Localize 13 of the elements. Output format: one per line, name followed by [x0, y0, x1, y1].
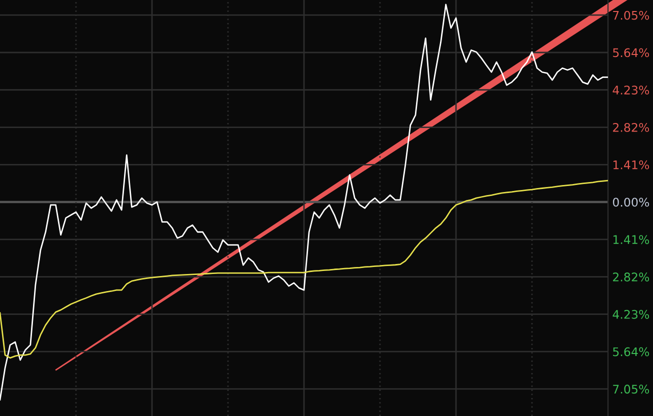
- line-series: [0, 180, 608, 359]
- y-tick-label: 4.23%: [612, 86, 650, 95]
- y-tick-label: 2.82%: [613, 122, 650, 132]
- y-tick-label: 7.05%: [613, 384, 650, 394]
- y-tick-label: 0.00%: [612, 198, 650, 207]
- y-tick-label: 5.64%: [613, 48, 650, 58]
- y-tick-label: 7.05%: [613, 10, 650, 20]
- y-tick-label: 5.64%: [613, 347, 650, 356]
- line-series: [0, 4, 608, 401]
- y-tick-label: 1.41%: [613, 235, 650, 244]
- y-tick-label: 4.23%: [612, 310, 650, 319]
- y-tick-label: 2.82%: [613, 272, 650, 282]
- y-tick-label: 1.41%: [613, 160, 650, 170]
